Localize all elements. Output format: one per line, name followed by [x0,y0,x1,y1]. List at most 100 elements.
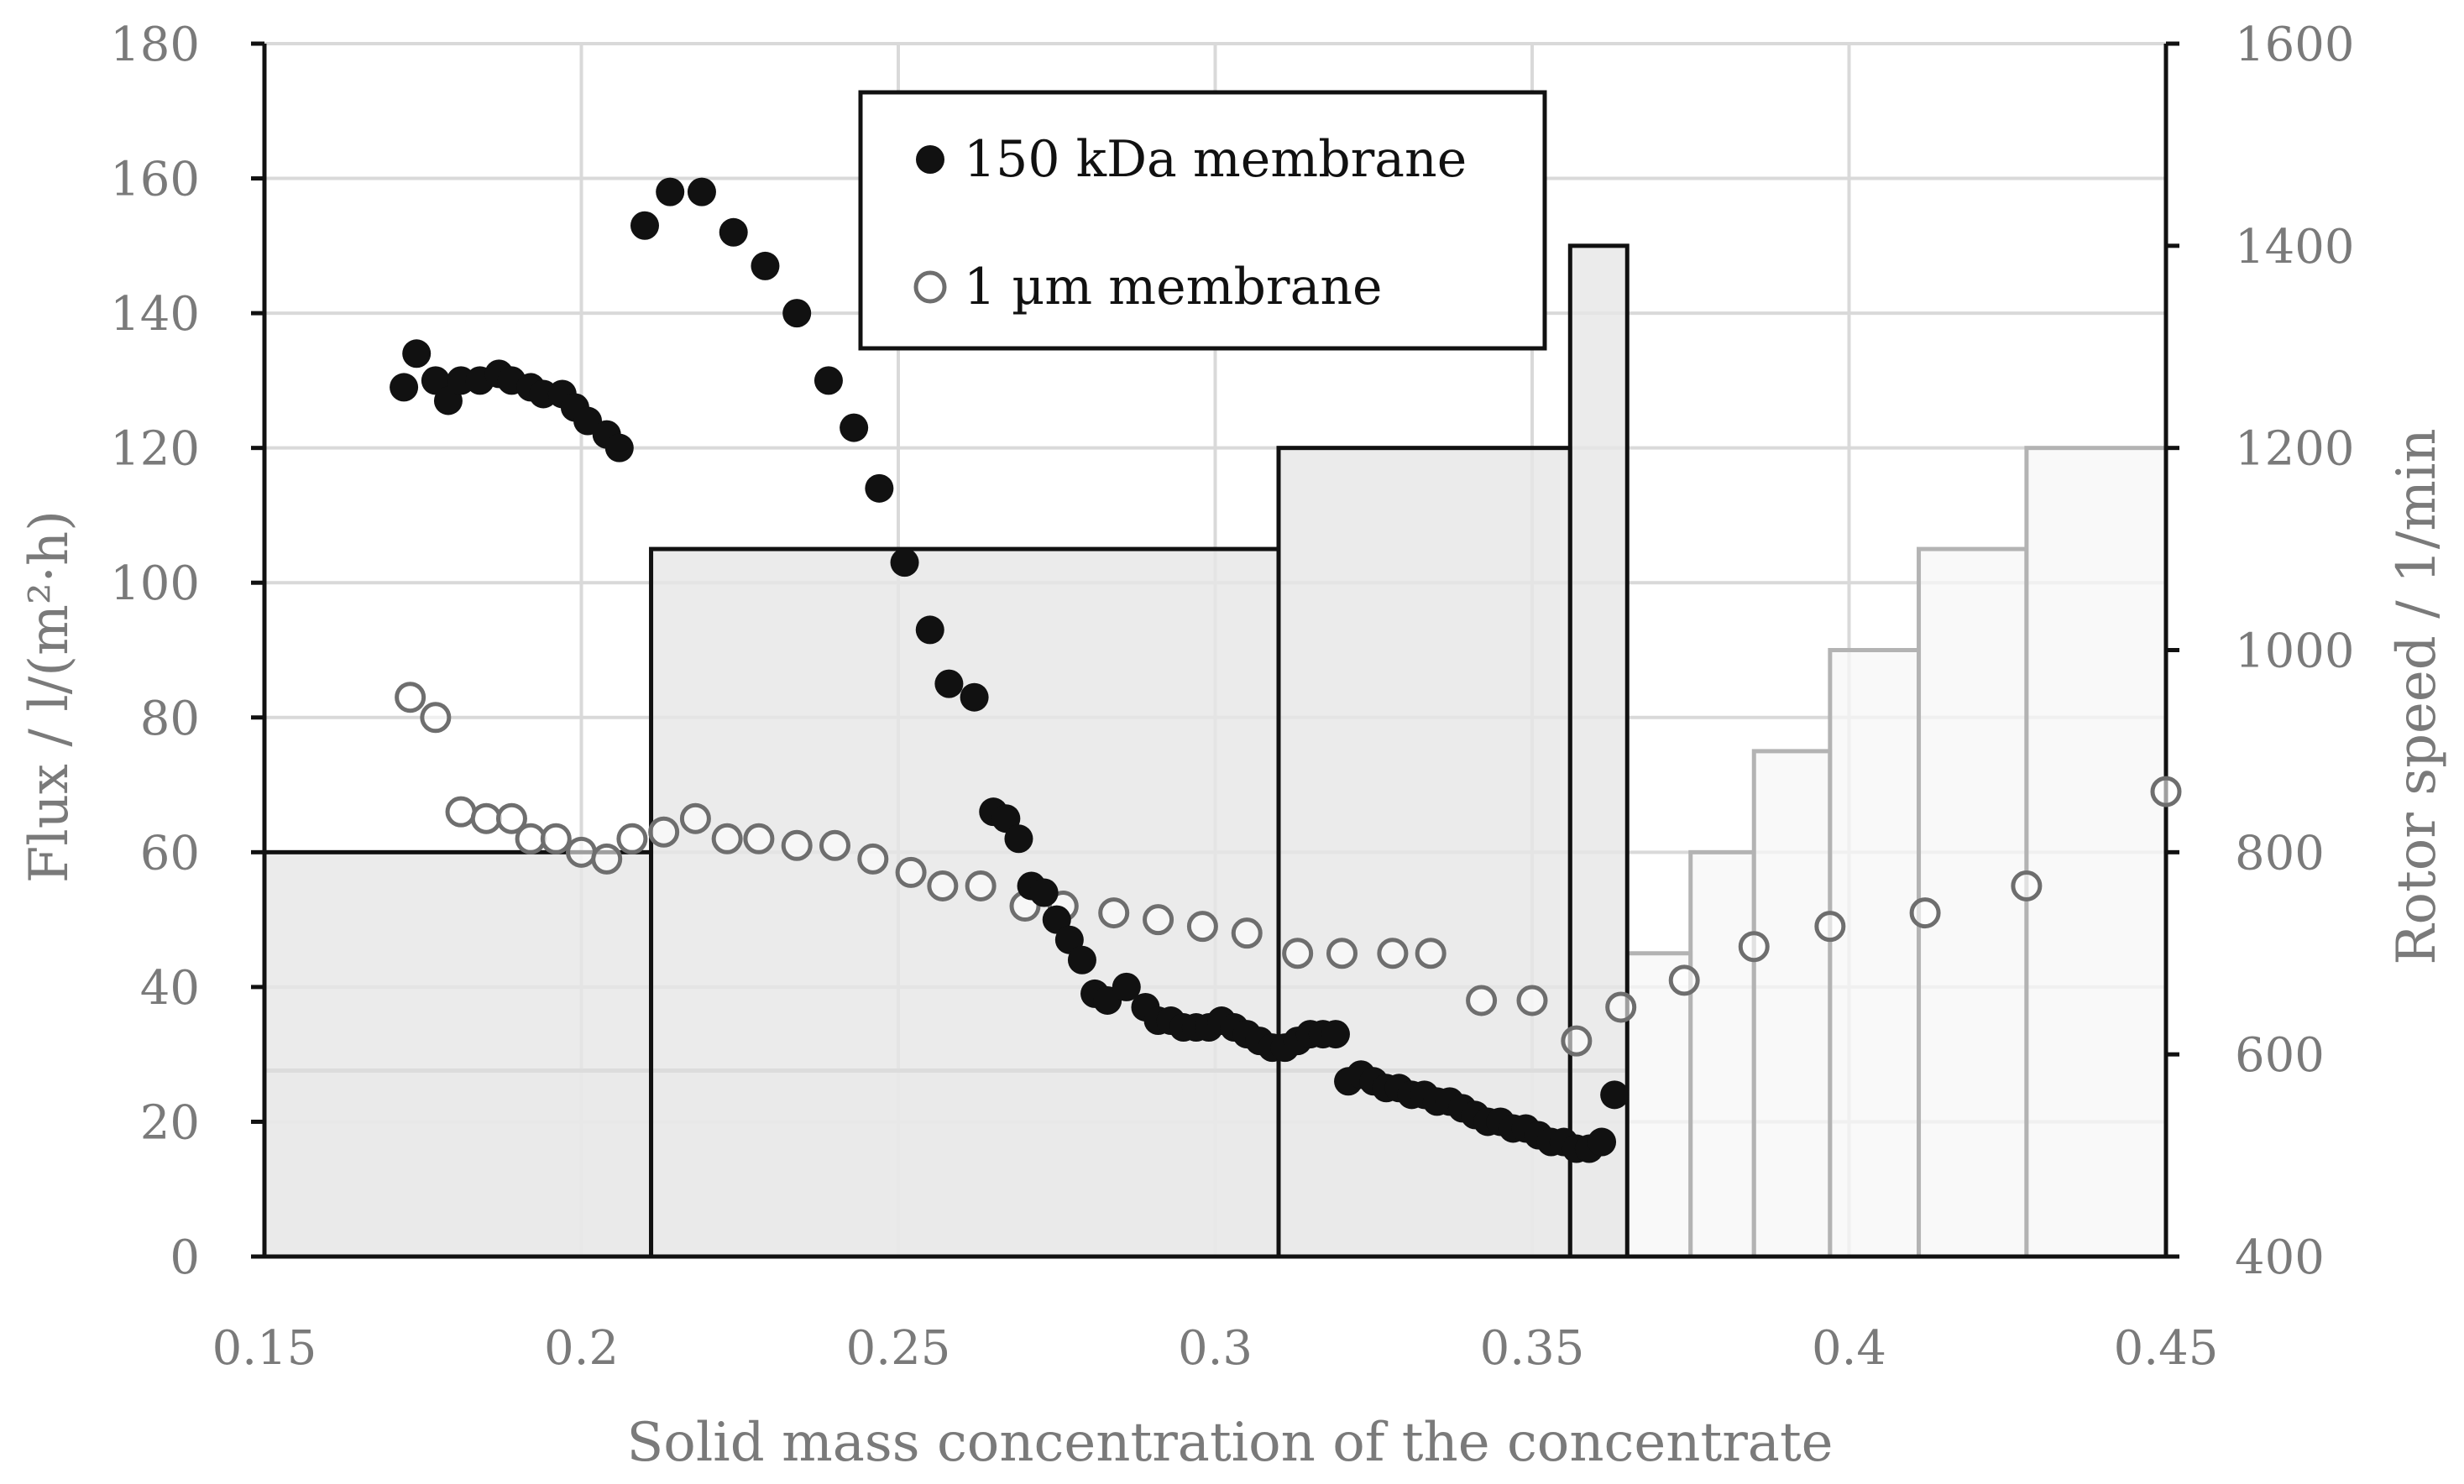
legend-label-150kda: 150 kDa membrane [964,130,1467,189]
y-tick-label: 120 [110,422,200,477]
data-point-1um [591,843,623,875]
y-tick-label: 100 [110,556,200,611]
data-point-1um [515,823,547,854]
data-point-1um [1814,911,1846,943]
data-point-150kda [402,339,432,368]
data-point-1um [470,802,502,834]
data-point-1um [1282,938,1314,969]
y-tick-label: 20 [140,1095,200,1150]
data-point-150kda [865,473,894,503]
data-point-150kda [960,682,989,712]
y-tick-label: 140 [110,287,200,342]
data-point-1um [2150,776,2182,807]
x-tick-label: 0.15 [212,1321,317,1376]
y-tick-label: 60 [140,826,200,880]
data-point-1um [819,829,850,861]
data-point-150kda [390,373,419,402]
y2-tick-label: 1600 [2235,18,2355,72]
data-point-150kda [915,615,944,645]
data-point-150kda [604,433,634,462]
data-point-1um [679,802,711,834]
data-point-1um [1605,991,1637,1023]
data-point-150kda [1067,945,1096,975]
data-point-1um [1668,964,1700,996]
data-point-1um [1466,985,1498,1016]
data-point-1um [1738,931,1770,963]
data-point-150kda [751,251,780,280]
rotor-speed-bar-1um [1751,749,1833,1259]
x-axis-title: Solid mass concentration of the concentr… [626,1412,1833,1474]
rotor-speed-bar-150kda [649,546,1281,1259]
data-point-1um [648,816,680,848]
legend: 150 kDa membrane 1 µm membrane [858,90,1547,351]
data-point-150kda [1112,972,1141,1001]
rotor-speed-bars-150kda [262,243,1630,1259]
data-point-1um [1326,938,1358,969]
series-150kda-membrane [390,177,1630,1163]
y2-tick-label: 800 [2235,826,2325,880]
data-point-1um [857,843,889,875]
data-point-1um [1143,904,1174,936]
rotor-speed-bar-1um [1688,849,1756,1259]
x-tick-label: 0.2 [544,1321,619,1376]
y2-tick-label: 400 [2235,1231,2325,1285]
y2-tick-label: 600 [2235,1028,2325,1083]
data-point-1um [743,823,775,854]
data-point-150kda [840,413,869,442]
x-tick-label: 0.25 [846,1321,951,1376]
data-point-150kda [1029,878,1059,907]
data-point-1um [1909,897,1941,929]
data-point-1um [1231,917,1263,949]
data-point-1um [1516,985,1548,1016]
y-axis-title: Flux / l/(m²·h) [18,510,81,883]
data-point-150kda [1588,1127,1617,1157]
data-point-1um [1186,911,1218,943]
data-point-150kda [890,548,919,577]
y2-tick-label: 1000 [2235,624,2355,679]
data-point-1um [495,802,527,834]
data-point-150kda [630,211,659,240]
y-tick-label: 160 [110,153,200,207]
rotor-speed-bar-1um [1828,648,1922,1259]
data-point-150kda [656,177,685,206]
y-tick-label: 180 [110,18,200,72]
y-tick-label: 40 [140,961,200,1016]
data-point-150kda [934,669,964,698]
data-point-150kda [687,177,716,206]
data-point-150kda [1004,824,1033,854]
data-point-1um [1415,938,1446,969]
legend-label-1um: 1 µm membrane [964,258,1383,316]
data-point-1um [395,682,426,713]
tick-labels: 0.15 0.2 0.25 0.3 0.35 0.4 0.45 0 20 40 60 80 100 120… [110,18,2354,1376]
data-point-1um [540,823,572,854]
y2-axis-title: Rotor speed / 1/min [2386,428,2448,964]
x-tick-label: 0.45 [2114,1321,2219,1376]
data-point-150kda [782,299,812,328]
x-tick-label: 0.35 [1480,1321,1585,1376]
data-point-1um [1561,1025,1593,1057]
data-point-1um [1098,897,1130,929]
data-point-1um [895,856,927,888]
data-point-150kda [813,366,843,395]
data-point-150kda [1321,1020,1350,1049]
data-point-1um [445,796,477,828]
data-point-1um [2011,870,2043,901]
data-point-1um [420,702,452,734]
y2-tick-label: 1200 [2235,422,2355,477]
data-point-1um [965,870,997,901]
data-point-1um [616,823,648,854]
axes [251,41,2179,1259]
legend-box [858,90,1547,351]
series-1um-membrane [395,682,2182,1057]
y-tick-label: 0 [170,1231,200,1285]
x-tick-label: 0.3 [1178,1321,1253,1376]
data-point-1um [781,829,813,861]
y2-tick-label: 1400 [2235,220,2355,274]
rotor-speed-bar-150kda [262,849,654,1259]
x-tick-label: 0.4 [1812,1321,1886,1376]
data-point-1um [711,823,743,854]
data-point-1um [1377,938,1409,969]
data-point-1um [927,870,959,901]
legend-marker-1um [913,270,947,304]
